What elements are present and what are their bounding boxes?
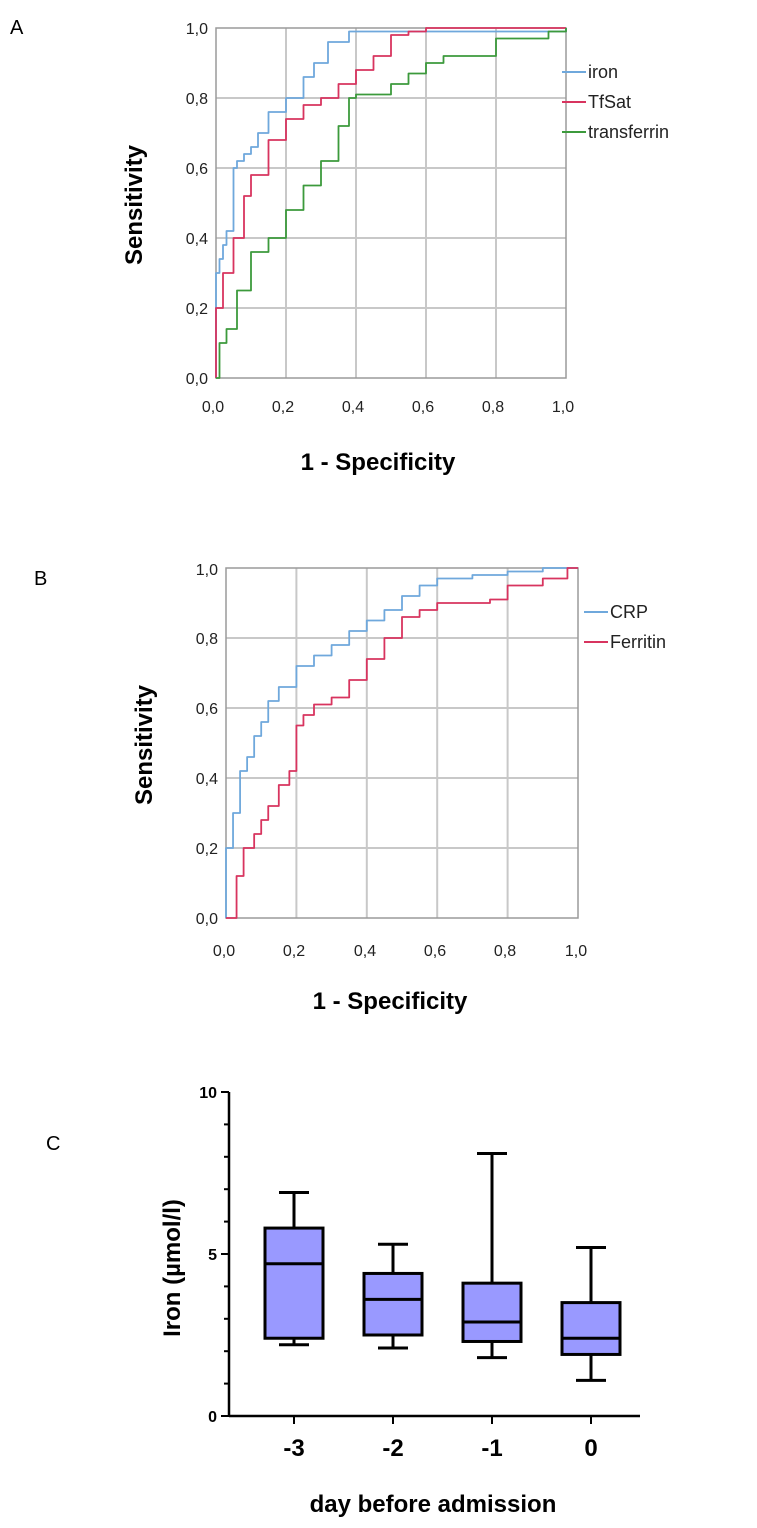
panel-b-y-ticks: 0,0 0,2 0,4 0,6 0,8 1,0 — [196, 562, 218, 928]
panel-c: C 0 5 10 -3 -2 -1 0 day before admission Ir… — [46, 1085, 640, 1518]
panel-c-xtick-day-minus3: -3 — [283, 1435, 304, 1462]
panel-a-legend-label-tfsat: TfSat — [588, 92, 631, 112]
panel-b: B 0,0 0,2 0,4 0,6 0,8 1,0 0,0 0,2 0,4 0,… — [34, 562, 666, 1015]
box-iqr — [263, 1226, 325, 1340]
panel-c-xtick-day-minus2: -2 — [382, 1435, 403, 1462]
panel-b-x-axis-title: 1 - Specificity — [313, 988, 468, 1015]
panel-b-ytick-1: 0,2 — [196, 841, 218, 858]
panel-a: A 0,0 0,2 0,4 0,6 0,8 1,0 0,0 0,2 0,4 0,… — [10, 17, 669, 476]
panel-c-letter: C — [46, 1133, 60, 1155]
panel-b-legend-label-crp: CRP — [610, 602, 648, 622]
panel-c-box-day-minus3 — [263, 1190, 325, 1347]
panel-b-series — [225, 567, 578, 919]
panel-c-x-axis-title: day before admission — [310, 1491, 557, 1518]
panel-a-xtick-5: 1,0 — [552, 399, 574, 416]
panel-a-legend: iron TfSat transferrin — [562, 62, 669, 142]
panel-a-y-axis-title: Sensitivity — [121, 144, 148, 265]
panel-a-ytick-4: 0,8 — [186, 91, 208, 108]
box-iqr — [560, 1301, 622, 1356]
panel-b-ytick-3: 0,6 — [196, 701, 218, 718]
panel-a-xtick-1: 0,2 — [272, 399, 294, 416]
panel-c-ytick-5: 5 — [208, 1247, 217, 1264]
panel-c-y-axis-title: Iron (µmol/l) — [159, 1199, 186, 1337]
panel-a-y-ticks: 0,0 0,2 0,4 0,6 0,8 1,0 — [186, 21, 208, 388]
panel-c-x-ticks: -3 -2 -1 0 — [283, 1416, 598, 1462]
panel-b-xtick-2: 0,4 — [354, 943, 376, 960]
panel-a-ytick-3: 0,6 — [186, 161, 208, 178]
panel-a-letter: A — [10, 17, 24, 39]
panel-c-box-day-minus1 — [461, 1152, 523, 1360]
panel-a-x-axis-title: 1 - Specificity — [301, 449, 456, 476]
panel-b-letter: B — [34, 568, 47, 590]
panel-b-xtick-5: 1,0 — [565, 943, 587, 960]
box-iqr — [362, 1271, 424, 1337]
panel-c-ytick-0: 0 — [208, 1409, 217, 1426]
panel-b-xtick-0: 0,0 — [213, 943, 235, 960]
panel-a-series — [215, 27, 567, 379]
panel-b-legend-label-ferritin: Ferritin — [610, 632, 666, 652]
panel-b-roc-line-crp — [225, 567, 578, 918]
panel-c-xtick-day-0: 0 — [584, 1435, 597, 1462]
panel-a-xtick-2: 0,4 — [342, 399, 364, 416]
panel-b-x-ticks: 0,0 0,2 0,4 0,6 0,8 1,0 — [213, 943, 587, 960]
panel-a-ytick-2: 0,4 — [186, 231, 208, 248]
panel-b-xtick-3: 0,6 — [424, 943, 446, 960]
panel-b-plot-frame — [225, 567, 579, 919]
panel-a-xtick-0: 0,0 — [202, 399, 224, 416]
panel-b-y-axis-title: Sensitivity — [131, 684, 158, 805]
panel-b-xtick-4: 0,8 — [494, 943, 516, 960]
panel-a-plot-frame — [215, 27, 567, 379]
panel-a-ytick-1: 0,2 — [186, 301, 208, 318]
panel-a-legend-label-iron: iron — [588, 62, 618, 82]
panel-b-ytick-2: 0,4 — [196, 771, 218, 788]
panel-c-box-day-0 — [560, 1246, 622, 1382]
panel-c-boxes — [263, 1152, 622, 1382]
panel-c-box-day-minus2 — [362, 1242, 424, 1350]
panel-a-xtick-3: 0,6 — [412, 399, 434, 416]
panel-a-xtick-4: 0,8 — [482, 399, 504, 416]
panel-b-ytick-0: 0,0 — [196, 911, 218, 928]
panel-a-roc-line-tfsat — [215, 27, 566, 378]
panel-a-roc-line-iron — [215, 28, 567, 378]
panel-a-ytick-5: 1,0 — [186, 21, 208, 38]
panel-b-legend: CRP Ferritin — [584, 602, 666, 652]
panel-b-ytick-4: 0,8 — [196, 631, 218, 648]
panel-c-axes — [221, 1091, 640, 1418]
panel-b-xtick-1: 0,2 — [283, 943, 305, 960]
panel-a-grid — [215, 27, 567, 379]
panel-a-x-ticks: 0,0 0,2 0,4 0,6 0,8 1,0 — [202, 399, 574, 416]
panel-c-xtick-day-minus1: -1 — [481, 1435, 502, 1462]
panel-a-ytick-0: 0,0 — [186, 371, 208, 388]
panel-c-ytick-10: 10 — [199, 1085, 217, 1102]
panel-c-y-ticks: 0 5 10 — [199, 1085, 217, 1426]
box-iqr — [461, 1281, 523, 1343]
panel-b-ytick-5: 1,0 — [196, 562, 218, 579]
panel-a-roc-line-transferrin — [216, 28, 567, 379]
panel-a-legend-label-transferrin: transferrin — [588, 122, 669, 142]
panel-b-roc-line-ferritin — [226, 567, 578, 919]
